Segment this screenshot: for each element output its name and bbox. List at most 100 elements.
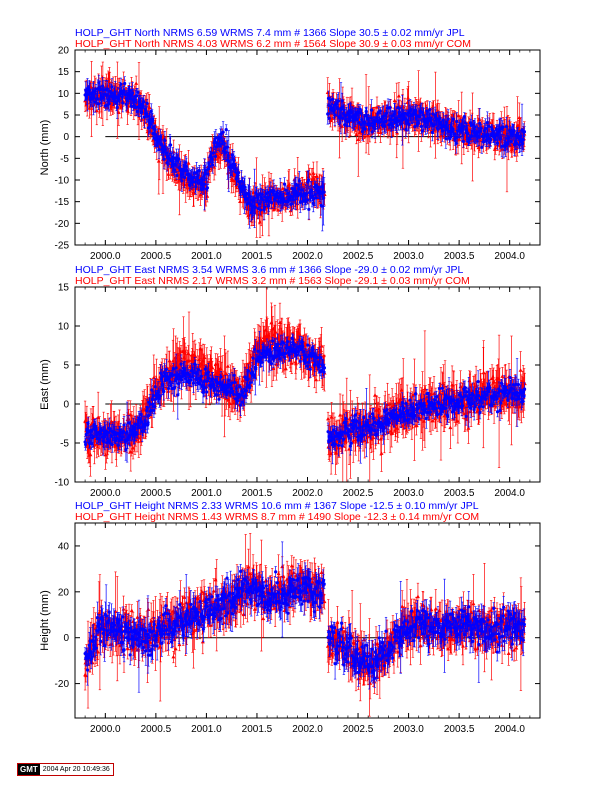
data-point: [331, 97, 335, 101]
data-point: [92, 94, 96, 98]
data-point: [213, 154, 218, 159]
data-point: [94, 108, 99, 113]
data-point: [406, 95, 411, 100]
data-point: [145, 101, 149, 105]
data-point: [299, 188, 304, 192]
data-point: [456, 113, 461, 118]
data-point: [85, 96, 89, 100]
data-point: [146, 126, 151, 130]
data-point: [162, 157, 166, 161]
data-point: [253, 196, 257, 201]
data-point: [396, 93, 401, 98]
data-point: [311, 201, 315, 205]
data-point: [255, 208, 260, 213]
data-point: [171, 160, 175, 164]
data-point: [201, 178, 205, 182]
data-point: [146, 114, 150, 118]
data-point: [205, 186, 210, 190]
data-point: [243, 185, 247, 189]
data-point: [517, 115, 522, 120]
data-point: [221, 130, 225, 134]
data-point: [105, 87, 110, 91]
data-point: [225, 145, 229, 149]
data-point: [236, 173, 240, 177]
data-point: [333, 113, 337, 117]
data-point: [206, 172, 210, 176]
data-point: [378, 130, 383, 134]
data-point: [307, 207, 311, 211]
data-point: [306, 178, 311, 182]
data-point: [268, 193, 272, 197]
data-point: [262, 208, 266, 212]
data-point: [318, 191, 323, 195]
data-point: [305, 198, 309, 202]
data-point: [96, 102, 101, 106]
data-point: [87, 88, 91, 92]
data-point: [302, 184, 307, 189]
data-point: [93, 100, 97, 104]
data-point: [186, 161, 191, 165]
data-point: [174, 163, 178, 167]
data-point: [327, 116, 331, 120]
panel-title-line: HOLP_GHT North NRMS 6.59 WRMS 7.4 mm # 1…: [75, 27, 465, 39]
data-point: [166, 172, 171, 176]
panel-1: HOLP_GHT North NRMS 6.59 WRMS 7.4 mm # 1…: [39, 27, 541, 262]
data-point: [230, 153, 234, 157]
data-point: [110, 85, 114, 89]
data-point: [295, 201, 300, 206]
data-point: [311, 171, 316, 175]
data-point: [164, 151, 168, 155]
data-point: [150, 119, 155, 123]
data-point: [207, 164, 212, 168]
data-point: [130, 91, 135, 95]
data-point: [147, 105, 152, 110]
data-point: [374, 105, 379, 109]
data-point: [336, 99, 341, 103]
data-point: [232, 158, 236, 162]
data-point: [288, 208, 293, 213]
data-point: [149, 122, 153, 126]
data-point: [199, 174, 204, 178]
data-point: [119, 82, 123, 86]
data-point: [122, 90, 126, 94]
data-point: [134, 81, 139, 85]
data-point: [120, 95, 124, 99]
data-point: [312, 196, 316, 201]
data-point: [253, 205, 257, 209]
data-point: [282, 197, 286, 201]
data-point: [314, 183, 318, 187]
data-point: [258, 208, 263, 212]
data-point: [201, 186, 205, 191]
data-point: [321, 196, 326, 200]
data-point: [142, 115, 147, 119]
data-point: [326, 112, 330, 116]
data-point: [121, 101, 125, 105]
data-point: [314, 196, 318, 200]
data-point: [284, 188, 288, 192]
data-point: [153, 132, 157, 136]
panel-title-line: HOLP_GHT North NRMS 4.03 WRMS 6.2 mm # 1…: [75, 38, 471, 50]
data-point: [123, 81, 127, 86]
data-point: [213, 139, 217, 143]
data-point: [116, 110, 121, 115]
data-point: [211, 151, 216, 155]
data-point: [157, 148, 161, 152]
data-point: [275, 191, 279, 195]
data-point: [142, 100, 146, 104]
data-point: [129, 104, 134, 108]
data-point: [136, 90, 140, 94]
data-point: [191, 180, 195, 184]
data-point: [392, 98, 397, 103]
data-point: [172, 168, 176, 172]
data-point: [296, 183, 300, 188]
data-point: [297, 179, 301, 183]
data-point: [107, 99, 111, 103]
data-point: [107, 101, 111, 106]
data-point: [493, 145, 498, 150]
data-point: [202, 182, 207, 186]
data-point: [322, 190, 326, 194]
data-point: [197, 169, 201, 173]
data-point: [263, 205, 267, 209]
data-point: [223, 150, 228, 155]
